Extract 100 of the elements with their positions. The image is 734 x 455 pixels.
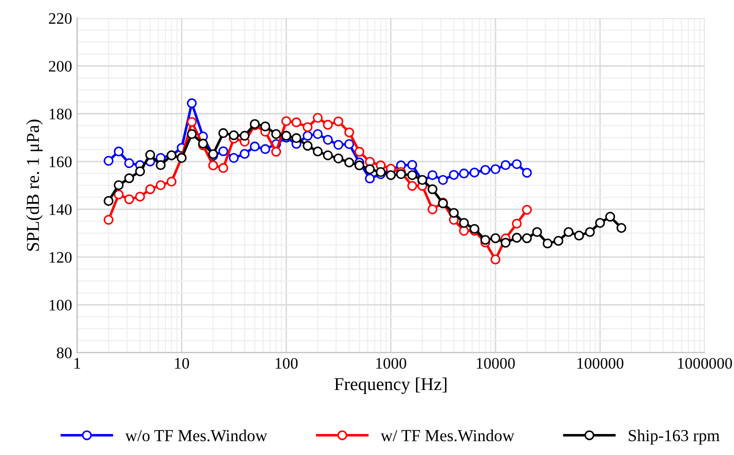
point bbox=[104, 196, 114, 206]
point bbox=[376, 167, 386, 177]
point bbox=[344, 158, 354, 168]
point bbox=[605, 212, 616, 222]
legend-label: Ship-163 rpm bbox=[628, 430, 720, 445]
point bbox=[124, 194, 134, 204]
point bbox=[135, 192, 145, 202]
point bbox=[500, 238, 511, 248]
point bbox=[312, 146, 323, 156]
point bbox=[512, 232, 522, 243]
point bbox=[260, 121, 270, 132]
y-tick-label: 220 bbox=[48, 13, 72, 24]
point bbox=[104, 214, 114, 225]
point bbox=[344, 139, 354, 150]
point bbox=[240, 148, 250, 159]
legend-label: w/o TF Mes.Window bbox=[125, 430, 268, 442]
point bbox=[584, 227, 595, 237]
point bbox=[522, 233, 532, 244]
point bbox=[145, 184, 156, 194]
point bbox=[448, 208, 459, 218]
point bbox=[595, 218, 605, 228]
point bbox=[228, 153, 239, 163]
point bbox=[312, 112, 323, 123]
point bbox=[407, 180, 418, 191]
y-tick-label: 80 bbox=[56, 348, 72, 358]
point bbox=[428, 170, 438, 180]
point bbox=[322, 120, 333, 130]
point bbox=[616, 223, 626, 233]
point bbox=[564, 227, 574, 237]
point bbox=[512, 218, 522, 229]
point bbox=[396, 169, 406, 180]
point bbox=[156, 180, 166, 190]
point bbox=[135, 166, 145, 176]
point bbox=[114, 146, 124, 156]
point bbox=[271, 146, 282, 157]
point bbox=[532, 227, 542, 237]
point bbox=[312, 129, 323, 139]
point bbox=[322, 134, 333, 145]
y-tick-label: 100 bbox=[50, 300, 72, 311]
y-axis-title: SPL(dB re. 1 μPa) bbox=[26, 120, 43, 251]
y-tick-label: 120 bbox=[50, 252, 72, 263]
point bbox=[186, 98, 197, 108]
x-axis-title: Frequency [Hz] bbox=[334, 378, 446, 394]
point bbox=[114, 190, 124, 200]
legend-label: w/ TF Mes.Window bbox=[380, 430, 514, 442]
point bbox=[480, 164, 490, 175]
y-tick-label: 160 bbox=[50, 156, 72, 168]
point bbox=[302, 122, 313, 132]
point bbox=[333, 140, 344, 150]
point bbox=[281, 116, 292, 126]
point bbox=[553, 236, 564, 246]
x-tick-label: 1000000 bbox=[678, 358, 732, 369]
point bbox=[354, 160, 364, 170]
point bbox=[218, 163, 228, 173]
point bbox=[542, 238, 553, 248]
y-tick-label: 180 bbox=[50, 108, 72, 120]
point bbox=[302, 130, 313, 141]
x-tick-label: 1 bbox=[74, 358, 80, 369]
point bbox=[459, 168, 469, 178]
point bbox=[302, 140, 313, 151]
point bbox=[354, 146, 364, 157]
y-tick-label: 140 bbox=[50, 204, 72, 215]
point bbox=[333, 153, 344, 164]
x-tick-label: 10 bbox=[175, 358, 190, 369]
x-tick-label: 100000 bbox=[577, 358, 624, 369]
point bbox=[512, 159, 522, 170]
point bbox=[428, 204, 438, 214]
point bbox=[250, 142, 260, 152]
point bbox=[322, 150, 333, 160]
point bbox=[145, 150, 156, 160]
point bbox=[490, 254, 500, 264]
point bbox=[407, 170, 418, 180]
point bbox=[364, 174, 375, 184]
point bbox=[271, 129, 282, 139]
point bbox=[490, 164, 500, 174]
point bbox=[448, 170, 459, 180]
x-tick-label: 100 bbox=[276, 358, 298, 369]
point bbox=[240, 130, 250, 141]
point bbox=[218, 128, 228, 138]
point bbox=[260, 144, 270, 154]
point bbox=[344, 127, 354, 138]
point bbox=[291, 133, 302, 144]
point bbox=[228, 130, 239, 140]
point bbox=[218, 146, 228, 156]
point bbox=[459, 218, 469, 228]
point bbox=[186, 129, 197, 139]
point bbox=[522, 204, 532, 215]
point bbox=[490, 233, 500, 244]
point bbox=[386, 170, 396, 180]
point bbox=[291, 117, 302, 128]
point bbox=[407, 160, 418, 170]
point bbox=[104, 156, 114, 166]
point bbox=[333, 116, 344, 126]
point bbox=[522, 168, 532, 178]
point bbox=[208, 160, 218, 170]
point bbox=[156, 160, 166, 170]
point bbox=[470, 168, 480, 178]
point bbox=[186, 116, 197, 127]
point bbox=[428, 184, 438, 194]
point bbox=[124, 158, 134, 168]
